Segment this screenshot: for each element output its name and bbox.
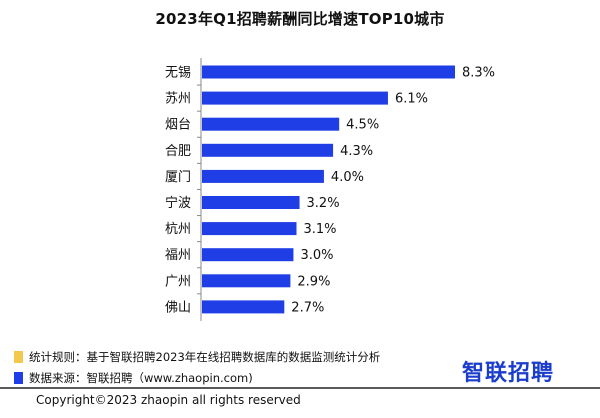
category-label: 福州 (165, 248, 191, 263)
category-label: 广州 (165, 274, 191, 289)
category-label: 佛山 (165, 300, 191, 315)
category-label: 合肥 (165, 144, 191, 159)
bar-chart: 无锡 8.3% 苏州 6.1% 烟台 4.5% 合肥 4.3% 厦门 4.0% 宁波 3.2% 杭州 3.… (165, 58, 495, 321)
copyright-text: Copyright©2023 zhaopin all rights reserv… (36, 393, 301, 407)
chart-title: 2023年Q1招聘薪酬同比增速TOP10城市 (155, 10, 445, 28)
note-source-text: 数据来源：智联招聘（www.zhaopin.com) (29, 371, 253, 385)
bar (202, 222, 297, 236)
footer-divider (0, 387, 600, 389)
category-label: 厦门 (165, 170, 191, 185)
data-label: 4.0% (331, 170, 364, 185)
bar (202, 169, 324, 183)
data-label: 3.0% (300, 248, 333, 263)
blue-square-icon (14, 372, 23, 384)
category-label: 苏州 (165, 91, 191, 107)
bar (202, 117, 340, 131)
data-label: 3.2% (307, 196, 340, 211)
yellow-square-icon (14, 351, 23, 363)
data-label: 8.3% (462, 66, 495, 81)
note-rule-text: 统计规则：基于智联招聘2023年在线招聘数据库的数据监测统计分析 (29, 350, 381, 364)
zhaopin-logo: 智联招聘 (462, 361, 555, 386)
data-label: 6.1% (395, 92, 428, 107)
category-label: 杭州 (165, 222, 191, 237)
note-rule: 统计规则：基于智联招聘2023年在线招聘数据库的数据监测统计分析 (14, 349, 380, 365)
bar (202, 248, 294, 262)
category-label: 宁波 (165, 195, 191, 211)
data-label: 2.7% (291, 300, 324, 315)
note-source: 数据来源：智联招聘（www.zhaopin.com) (14, 370, 253, 386)
bar (202, 196, 300, 209)
data-label: 2.9% (297, 274, 330, 289)
bar (202, 274, 291, 288)
bar (202, 91, 388, 105)
data-label: 4.3% (340, 144, 373, 159)
bar (202, 65, 455, 79)
category-label: 烟台 (165, 118, 191, 133)
category-label: 无锡 (165, 66, 191, 81)
data-label: 3.1% (303, 222, 336, 237)
bar (202, 300, 285, 314)
bar (202, 143, 334, 157)
data-label: 4.5% (346, 118, 379, 133)
